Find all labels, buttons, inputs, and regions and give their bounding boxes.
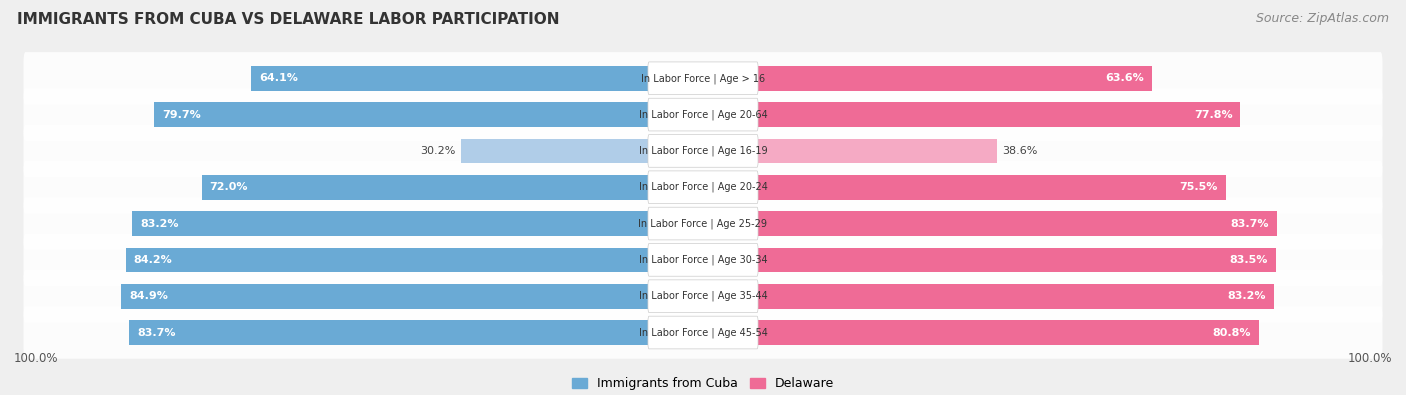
Bar [756,320,1260,345]
Bar [125,248,650,272]
Bar [756,66,1153,90]
Text: In Labor Force | Age 16-19: In Labor Force | Age 16-19 [638,146,768,156]
FancyBboxPatch shape [24,198,1382,250]
FancyBboxPatch shape [24,307,1382,359]
FancyBboxPatch shape [24,88,1382,141]
Text: Source: ZipAtlas.com: Source: ZipAtlas.com [1256,12,1389,25]
Text: 75.5%: 75.5% [1180,182,1218,192]
Text: In Labor Force | Age 25-29: In Labor Force | Age 25-29 [638,218,768,229]
Text: In Labor Force | Age 20-24: In Labor Force | Age 20-24 [638,182,768,192]
FancyBboxPatch shape [648,280,758,312]
Text: 100.0%: 100.0% [1347,352,1392,365]
Bar [756,139,997,163]
Bar [756,102,1240,127]
Text: 72.0%: 72.0% [209,182,249,192]
Text: In Labor Force | Age 35-44: In Labor Force | Age 35-44 [638,291,768,301]
Text: 83.2%: 83.2% [1227,291,1265,301]
FancyBboxPatch shape [648,135,758,167]
FancyBboxPatch shape [648,62,758,95]
FancyBboxPatch shape [24,125,1382,177]
Text: IMMIGRANTS FROM CUBA VS DELAWARE LABOR PARTICIPATION: IMMIGRANTS FROM CUBA VS DELAWARE LABOR P… [17,12,560,27]
Bar [132,211,650,236]
FancyBboxPatch shape [648,244,758,276]
Bar [250,66,650,90]
Bar [756,284,1274,308]
FancyBboxPatch shape [648,316,758,349]
Text: 30.2%: 30.2% [420,146,456,156]
Bar [153,102,650,127]
FancyBboxPatch shape [648,171,758,203]
Text: In Labor Force | Age 30-34: In Labor Force | Age 30-34 [638,255,768,265]
Text: 77.8%: 77.8% [1194,109,1233,120]
Legend: Immigrants from Cuba, Delaware: Immigrants from Cuba, Delaware [567,372,839,395]
Text: 64.1%: 64.1% [259,73,298,83]
Bar [756,175,1226,199]
FancyBboxPatch shape [24,234,1382,286]
Text: 79.7%: 79.7% [162,109,201,120]
Text: 83.7%: 83.7% [1230,218,1270,229]
Text: 84.2%: 84.2% [134,255,173,265]
Text: In Labor Force | Age > 16: In Labor Force | Age > 16 [641,73,765,83]
Bar [129,320,650,345]
Text: In Labor Force | Age 20-64: In Labor Force | Age 20-64 [638,109,768,120]
Bar [756,248,1275,272]
Text: 84.9%: 84.9% [129,291,169,301]
Text: 83.5%: 83.5% [1229,255,1268,265]
FancyBboxPatch shape [24,270,1382,322]
Bar [121,284,650,308]
Bar [756,211,1277,236]
Text: 80.8%: 80.8% [1212,327,1251,337]
Bar [461,139,650,163]
Text: 83.7%: 83.7% [136,327,176,337]
Bar [201,175,650,199]
Text: 63.6%: 63.6% [1105,73,1144,83]
FancyBboxPatch shape [24,52,1382,104]
FancyBboxPatch shape [648,207,758,240]
FancyBboxPatch shape [24,161,1382,213]
FancyBboxPatch shape [648,98,758,131]
Text: In Labor Force | Age 45-54: In Labor Force | Age 45-54 [638,327,768,338]
Text: 83.2%: 83.2% [141,218,179,229]
Text: 100.0%: 100.0% [14,352,59,365]
Text: 38.6%: 38.6% [1002,146,1038,156]
